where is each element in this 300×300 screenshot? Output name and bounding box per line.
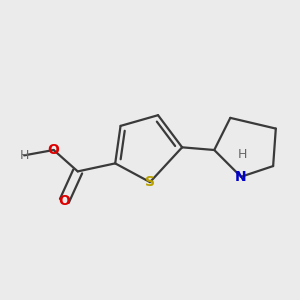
Text: O: O bbox=[48, 143, 60, 157]
Text: H: H bbox=[238, 148, 247, 160]
Text: S: S bbox=[145, 175, 155, 189]
Text: N: N bbox=[235, 170, 247, 184]
Text: H: H bbox=[20, 149, 29, 162]
Text: O: O bbox=[58, 194, 70, 208]
